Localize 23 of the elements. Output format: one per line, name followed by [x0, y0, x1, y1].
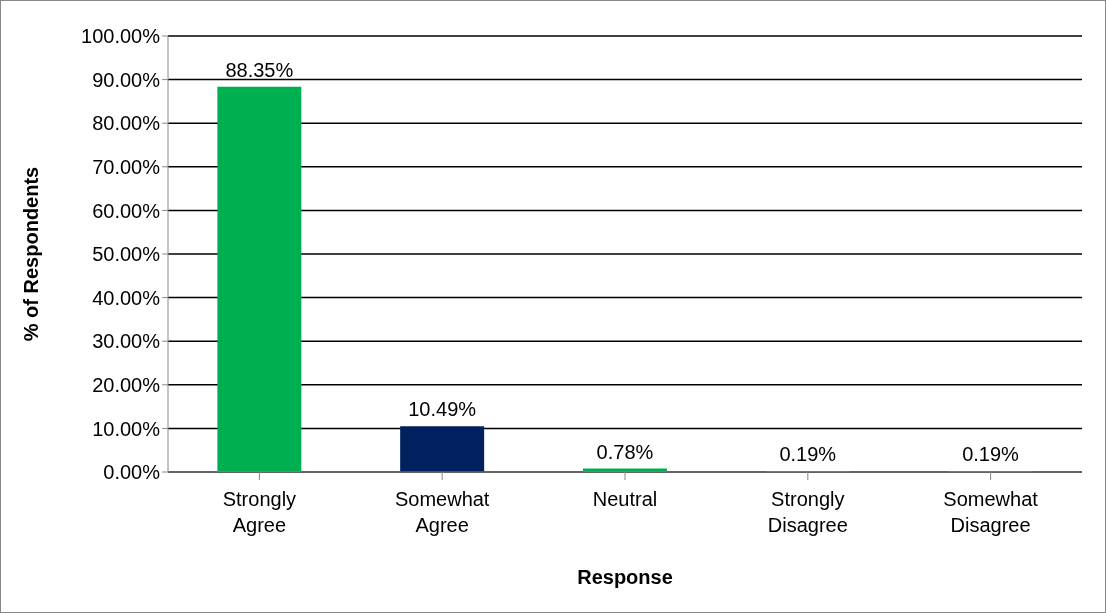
- x-tick-label: Strongly Agree: [222, 488, 297, 536]
- data-label: 10.49%: [408, 398, 477, 421]
- x-tick-label: Somewhat Disagree: [943, 488, 1039, 536]
- y-tick-label: 70.00%: [92, 155, 161, 178]
- y-tick-label: 60.00%: [92, 199, 161, 222]
- y-tick-label: 40.00%: [92, 286, 161, 309]
- y-tick-label: 30.00%: [92, 330, 161, 353]
- data-label: 0.19%: [962, 443, 1020, 466]
- y-tick-label: 20.00%: [92, 373, 161, 396]
- data-label: 88.35%: [225, 58, 294, 81]
- x-axis-title: Response: [577, 566, 673, 588]
- y-tick-label: 10.00%: [92, 417, 161, 440]
- y-tick-label: 50.00%: [92, 243, 161, 266]
- y-tick-label: 80.00%: [92, 112, 161, 135]
- y-tick-label: 100.00%: [81, 25, 161, 48]
- y-tick-label: 90.00%: [92, 68, 161, 91]
- y-tick-label: 0.00%: [103, 461, 161, 484]
- x-tick-label: Somewhat Agree: [394, 488, 490, 536]
- x-tick-label: Strongly Disagree: [767, 488, 848, 536]
- x-tick-label: Neutral: [592, 488, 658, 510]
- data-label: 0.19%: [779, 443, 837, 466]
- y-axis-title: % of Respondents: [20, 166, 43, 342]
- data-label: 0.78%: [596, 440, 654, 463]
